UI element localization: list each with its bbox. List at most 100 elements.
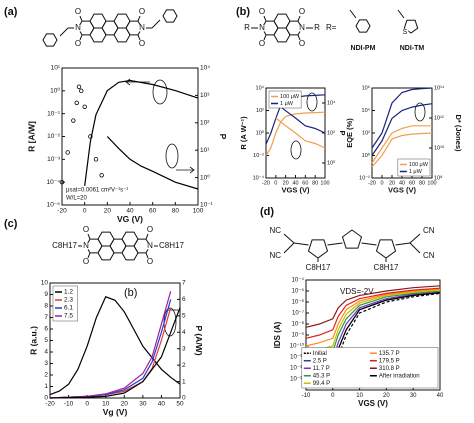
y2-axis-label: P xyxy=(338,130,347,135)
data-point xyxy=(59,179,65,185)
structure-ring xyxy=(162,9,178,23)
annotation: W/L=20 xyxy=(66,196,88,202)
substituent-label: R= xyxy=(326,23,337,32)
series-line xyxy=(371,87,433,149)
x-tick-label: 80 xyxy=(172,208,180,215)
y-tick-label: 10⁻² xyxy=(253,153,264,159)
atom-label: C8H17 xyxy=(159,241,184,250)
x-tick-label: 40 xyxy=(158,401,166,408)
x-tick-label: 20 xyxy=(121,401,129,408)
legend-label: 7.5 xyxy=(64,313,73,320)
y2-tick-label: 10⁰ xyxy=(200,173,210,181)
x-tick-label: 30 xyxy=(139,401,147,408)
y-tick-label: 10² xyxy=(362,130,370,136)
series-line xyxy=(371,103,433,156)
y2-tick-label: 0 xyxy=(182,395,186,402)
atom-background xyxy=(258,39,266,48)
curve-marker-ellipse xyxy=(290,140,302,160)
structure-bond xyxy=(283,242,295,254)
series-line xyxy=(305,288,441,347)
series-line xyxy=(305,285,441,328)
y-tick-label: 10⁴ xyxy=(362,107,371,114)
atom-label: O xyxy=(83,225,89,234)
data-point xyxy=(88,134,93,139)
y-axis-label: R (a.u.) xyxy=(28,326,38,355)
atom-label: O xyxy=(299,7,305,16)
y2-tick-label: 10⁴ xyxy=(200,65,210,72)
atom-label: O xyxy=(139,39,145,48)
x-tick-label: 60 xyxy=(149,208,157,215)
structure-bond xyxy=(151,19,161,29)
atom-background xyxy=(298,39,306,48)
y2-tick-label: 10⁸ xyxy=(434,174,442,181)
data-point xyxy=(99,173,104,178)
legend-label: 45.3 P xyxy=(313,373,330,379)
atom-label: O xyxy=(259,7,265,16)
arrow-head xyxy=(125,78,131,86)
atom-background xyxy=(298,24,306,32)
data-point xyxy=(82,104,87,109)
structure-bond xyxy=(409,233,421,244)
y2-tick-label: 10³ xyxy=(200,92,210,99)
atom-background xyxy=(243,24,251,32)
series-line xyxy=(371,132,433,168)
y-tick-label: 10⁰ xyxy=(362,152,371,159)
panel-label: (c) xyxy=(4,218,18,230)
data-point xyxy=(76,84,82,90)
atom-label: O xyxy=(75,7,81,16)
x-tick-label: -10 xyxy=(302,393,311,399)
y2-tick-label: 10¹⁰ xyxy=(434,144,445,151)
y-tick-label: 10⁻⁴ xyxy=(47,179,61,186)
x-axis-label: VGS (V) xyxy=(358,399,388,408)
y2-tick-label: 6 xyxy=(182,296,186,303)
series-line xyxy=(49,296,181,396)
y2-tick-label: 10² xyxy=(200,120,210,127)
y-tick-label: 1 xyxy=(44,383,48,390)
atom-label: N xyxy=(299,23,305,32)
curve-marker-ellipse xyxy=(152,79,168,105)
series-line xyxy=(305,287,441,339)
y-tick-label: 4 xyxy=(44,349,48,356)
atom-label: C8H17 xyxy=(374,263,399,272)
y-tick-label: 10 xyxy=(41,280,49,287)
x-tick-label: -20 xyxy=(368,180,376,186)
y-tick-label: 10⁻¹³ xyxy=(290,377,304,383)
atom-label: NC xyxy=(269,226,281,235)
data-point xyxy=(74,100,79,105)
x-tick-label: 0 xyxy=(331,393,335,399)
atom-background xyxy=(82,242,90,250)
atom-label: CN xyxy=(423,251,435,260)
y2-tick-label: 10² xyxy=(327,130,335,136)
structure-bond xyxy=(327,242,343,246)
x-tick-label: 100 xyxy=(427,180,436,186)
x-tick-label: 100 xyxy=(320,180,329,186)
atom-background xyxy=(74,8,82,17)
y-tick-label: 10² xyxy=(256,108,264,114)
y2-tick-label: 10⁴ xyxy=(327,99,336,106)
y-tick-label: 10⁻² xyxy=(47,133,61,140)
atom-label: O xyxy=(147,225,153,234)
legend-label: 1 μW xyxy=(409,169,423,175)
x-tick-label: 100 xyxy=(193,208,204,215)
x-tick-label: 40 xyxy=(399,180,405,186)
x-tick-label: -20 xyxy=(57,208,67,215)
legend-label: 100 μW xyxy=(280,94,300,100)
curve-marker-ellipse xyxy=(414,102,426,122)
atom-label: N xyxy=(83,241,89,250)
series-line xyxy=(275,117,326,149)
atom-background xyxy=(138,8,146,17)
structure-bond xyxy=(361,242,377,246)
x-tick-label: 40 xyxy=(126,208,134,215)
y-tick-label: 10⁻³ xyxy=(47,156,61,163)
structure-bond xyxy=(59,27,69,37)
legend-label: 179.5 P xyxy=(379,358,400,364)
x-axis-label: VGS (V) xyxy=(282,186,310,195)
y-tick-label: 10⁰ xyxy=(256,129,265,136)
legend-label: 11.7 P xyxy=(313,366,330,372)
x-tick-label: 20 xyxy=(104,208,112,215)
annotation: (b) xyxy=(124,287,137,299)
y2-tick-label: 10¹ xyxy=(200,147,210,154)
series-line xyxy=(265,111,326,156)
